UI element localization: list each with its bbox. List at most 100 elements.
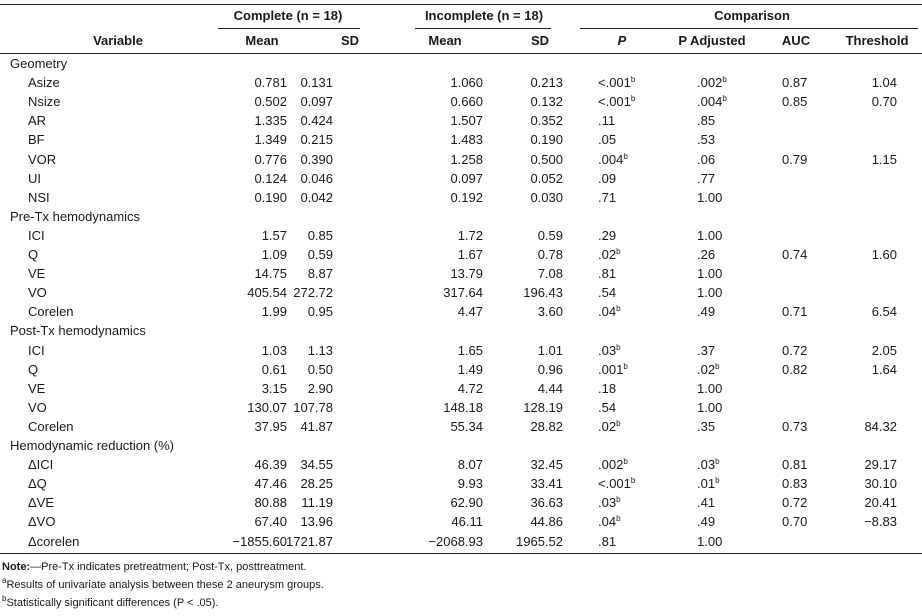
- cell-text: 55.34: [450, 418, 483, 434]
- cell: 317.64: [443, 285, 483, 301]
- cell: 0.042: [300, 190, 333, 206]
- cell-text: 0.124: [254, 170, 287, 186]
- superscript: b: [616, 247, 621, 256]
- cell-text: 0.500: [530, 151, 563, 167]
- cell-text: .02: [598, 247, 617, 262]
- cell: 1965.52: [516, 534, 563, 550]
- row-label-text: ICI: [28, 342, 45, 358]
- cell-text: 0.190: [254, 189, 287, 205]
- cell-text: .29: [598, 227, 617, 243]
- cell-text: 0.70: [871, 94, 897, 110]
- cell: 0.79: [782, 152, 807, 168]
- superscript: b: [722, 94, 727, 104]
- cell: 1.00: [697, 381, 722, 397]
- cell-text: 28.25: [300, 476, 333, 492]
- row-label: BF: [28, 132, 45, 148]
- cell-text: 46.39: [254, 457, 287, 473]
- cell: 1.57: [262, 228, 287, 244]
- cell: 1.60: [872, 247, 897, 263]
- cell: .77: [697, 171, 715, 187]
- cell-text: 13.96: [300, 514, 333, 530]
- cell-text: 1.258: [450, 151, 483, 167]
- cell-text: 6.54: [871, 304, 897, 320]
- cell: 0.192: [450, 190, 483, 206]
- cell-text: 0.776: [254, 151, 287, 167]
- superscript: b: [616, 304, 621, 314]
- section-title: Geometry: [10, 56, 67, 72]
- cell-text: 33.41: [530, 476, 563, 492]
- cell: <.001b: [598, 476, 635, 492]
- row-label: Nsize: [28, 94, 61, 110]
- cell: 1.67: [458, 247, 483, 263]
- cell: .49: [697, 304, 715, 320]
- cell-text: .49: [697, 514, 716, 530]
- cell: 1.01: [538, 343, 563, 359]
- cell-text: 0.96: [537, 361, 563, 377]
- cell-text: 0.502: [254, 94, 287, 110]
- cell-text: 13.79: [450, 266, 483, 282]
- cell-text: .81: [598, 533, 617, 549]
- cell: 0.95: [308, 304, 333, 320]
- cell: 148.18: [443, 400, 483, 416]
- cell: 1.13: [308, 343, 333, 359]
- cell-text: .04: [598, 514, 617, 530]
- row-label: UI: [28, 171, 41, 187]
- column-header: Mean: [245, 33, 278, 49]
- cell: 13.79: [450, 266, 483, 282]
- superscript: b: [630, 94, 636, 104]
- column-header: AUC: [782, 33, 810, 49]
- cell-text: 0.87: [782, 75, 808, 91]
- cell: 4.44: [538, 381, 563, 397]
- cell: 0.776: [254, 152, 287, 168]
- cell: 0.030: [530, 190, 563, 206]
- cell: .37: [697, 343, 715, 359]
- cell: 33.41: [530, 476, 563, 492]
- top-rule: [0, 4, 922, 5]
- note-label: Note:: [2, 561, 31, 573]
- cell: 8.07: [458, 457, 483, 473]
- group-header-text: Incomplete (n = 18): [424, 8, 544, 23]
- column-header-text: SD: [340, 33, 360, 48]
- cell: 2.90: [308, 381, 333, 397]
- cell-text: 1.00: [697, 227, 723, 243]
- row-label-text: AR: [28, 113, 47, 129]
- row-label: ΔQ: [28, 476, 47, 492]
- cell: 0.96: [538, 362, 563, 378]
- cell: 0.215: [300, 132, 333, 148]
- cell-text: 0.424: [300, 113, 333, 129]
- cell: 0.052: [530, 171, 563, 187]
- cell-text: 3.15: [261, 380, 287, 396]
- cell: 7.08: [538, 266, 563, 282]
- cell-text: .004: [697, 94, 723, 110]
- cell: 0.500: [530, 152, 563, 168]
- cell-text: 1.00: [697, 266, 723, 282]
- cell-text: 0.79: [782, 151, 808, 167]
- cell: 1.15: [872, 152, 897, 168]
- section-title-text: Post-Tx hemodynamics: [10, 323, 146, 339]
- cell: 0.124: [254, 171, 287, 187]
- row-label: VOR: [28, 152, 56, 168]
- cell-text: 0.213: [530, 75, 563, 91]
- cell: 55.34: [450, 419, 483, 435]
- superscript: b: [623, 361, 628, 371]
- cell: −8.83: [864, 514, 897, 530]
- section-title-text: Geometry: [10, 56, 68, 71]
- cell: 28.82: [530, 419, 563, 435]
- cell: .09: [598, 171, 616, 187]
- cell: .02b: [598, 247, 621, 263]
- cell: 1.49: [458, 362, 483, 378]
- cell: 0.78: [538, 247, 563, 263]
- cell-text: 0.59: [307, 247, 333, 262]
- cell-text: 36.63: [530, 495, 563, 511]
- cell: 8.87: [308, 266, 333, 282]
- cell: 44.86: [530, 514, 563, 530]
- cell-text: 0.50: [307, 361, 333, 377]
- footnote-text: Statistically significant differences (P…: [6, 597, 219, 609]
- row-label-text: Δcorelen: [28, 533, 80, 549]
- cell: .03b: [598, 343, 621, 359]
- cell: 1.258: [450, 152, 483, 168]
- cell: 84.32: [864, 419, 897, 435]
- cell-text: 0.097: [300, 94, 333, 110]
- cell: .01b: [697, 476, 720, 492]
